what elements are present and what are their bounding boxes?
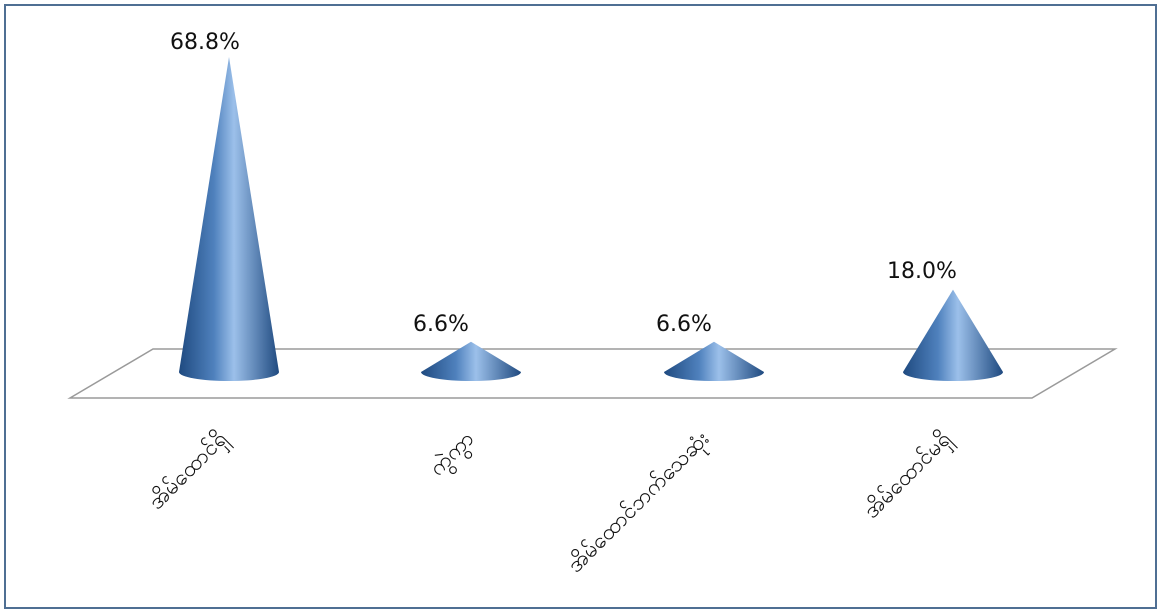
- chart-floor: [67, 348, 1118, 399]
- value-label: 6.6%: [413, 312, 469, 337]
- cones-layer: [179, 57, 1003, 381]
- cone-mark: [664, 341, 764, 381]
- cone-mark: [179, 57, 279, 381]
- category-label: အိမ်ထောင်ဘက်သေဆုံး: [562, 426, 717, 581]
- value-label: 18.0%: [887, 259, 957, 284]
- category-label: အိမ်ထောင်မရှိ: [858, 426, 959, 527]
- category-label: ကွဲကွာ: [425, 426, 483, 484]
- category-label: အိမ်ထောင်ရှိ: [143, 426, 236, 519]
- cone-mark: [421, 341, 521, 381]
- cone-mark: [903, 289, 1003, 381]
- value-label: 68.8%: [170, 30, 240, 55]
- value-label: 6.6%: [656, 312, 712, 337]
